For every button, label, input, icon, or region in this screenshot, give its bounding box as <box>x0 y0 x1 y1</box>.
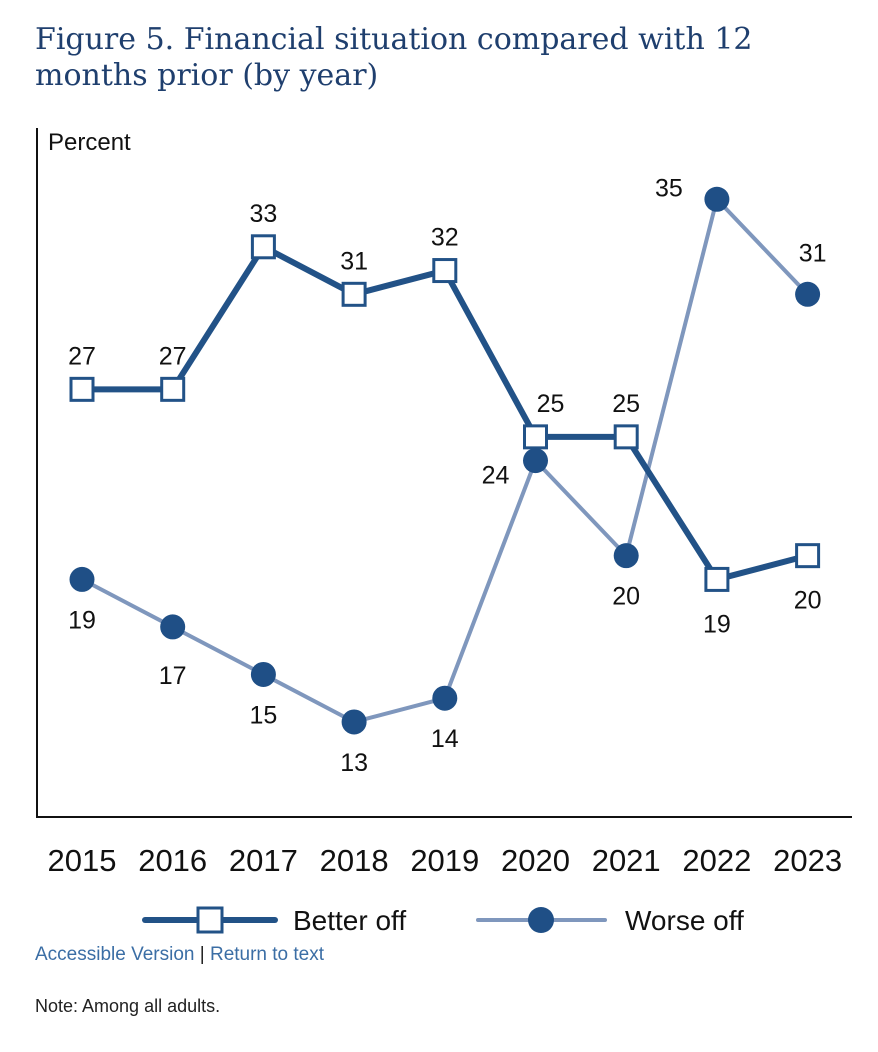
marker-worse-off <box>704 186 730 212</box>
data-markers <box>69 186 821 735</box>
data-label-worse-off: 20 <box>612 583 640 611</box>
data-label-worse-off: 19 <box>68 606 96 634</box>
x-tick-label: 2020 <box>501 843 570 878</box>
data-label-better-off: 33 <box>249 200 277 228</box>
data-label-better-off: 27 <box>159 342 187 370</box>
x-tick-label: 2022 <box>682 843 751 878</box>
data-label-worse-off: 31 <box>799 239 827 267</box>
series-line-better-off <box>79 243 811 583</box>
chart-note: Note: Among all adults. <box>35 996 221 1016</box>
data-label-better-off: 32 <box>431 224 459 252</box>
data-label-worse-off: 14 <box>431 725 459 753</box>
data-label-worse-off: 35 <box>655 174 683 202</box>
link-separator: | <box>199 944 205 965</box>
legend-marker-worse-off <box>528 907 554 933</box>
x-tick-labels: 2015 2016 2017 2018 2019 2020 2021 2022 2023 <box>48 843 843 878</box>
x-tick-label: 2021 <box>592 843 661 878</box>
x-tick-label: 2023 <box>773 843 842 878</box>
data-labels: 27 27 33 31 32 25 25 19 20 19 17 15 13 14 24 20 35 31 <box>68 174 826 777</box>
chart-title: Figure 5. Financial situation compared w… <box>35 22 753 93</box>
x-tick-label: 2016 <box>138 843 207 878</box>
x-tick-label: 2015 <box>48 843 117 878</box>
y-axis-label: Percent <box>48 129 131 156</box>
data-label-better-off: 19 <box>703 610 731 638</box>
data-label-better-off: 25 <box>612 390 640 418</box>
accessible-version-link[interactable]: Accessible Version <box>35 944 195 965</box>
footer-links: Accessible Version | Return to text <box>35 944 324 966</box>
legend-marker-better-off <box>196 906 224 934</box>
data-label-better-off: 31 <box>340 247 368 275</box>
marker-better-off <box>795 543 821 569</box>
marker-better-off <box>613 424 639 450</box>
marker-better-off <box>160 376 186 402</box>
marker-better-off <box>250 234 276 260</box>
data-label-better-off: 27 <box>68 342 96 370</box>
x-tick-label: 2019 <box>410 843 479 878</box>
marker-worse-off <box>795 281 821 307</box>
marker-better-off <box>704 566 730 592</box>
marker-worse-off <box>69 566 95 592</box>
marker-worse-off <box>432 685 458 711</box>
data-label-worse-off: 17 <box>159 662 187 690</box>
chart-axes: Percent <box>36 128 852 818</box>
legend: Better off Worse off <box>142 905 744 936</box>
data-label-worse-off: 24 <box>482 462 510 490</box>
marker-better-off <box>69 376 95 402</box>
data-label-worse-off: 13 <box>340 749 368 777</box>
x-tick-label: 2017 <box>229 843 298 878</box>
marker-worse-off <box>250 661 276 687</box>
marker-worse-off <box>613 543 639 569</box>
x-tick-label: 2018 <box>320 843 389 878</box>
data-label-better-off: 20 <box>794 587 822 615</box>
legend-label-worse-off: Worse off <box>625 905 744 936</box>
marker-worse-off <box>523 448 548 474</box>
marker-worse-off <box>341 709 367 735</box>
marker-better-off <box>523 424 548 450</box>
marker-worse-off <box>160 614 186 640</box>
data-label-worse-off: 15 <box>249 701 277 729</box>
return-to-text-link[interactable]: Return to text <box>209 944 325 965</box>
legend-label-better-off: Better off <box>293 905 406 936</box>
marker-better-off <box>432 258 458 284</box>
marker-better-off <box>341 281 367 307</box>
data-label-better-off: 25 <box>537 390 565 418</box>
